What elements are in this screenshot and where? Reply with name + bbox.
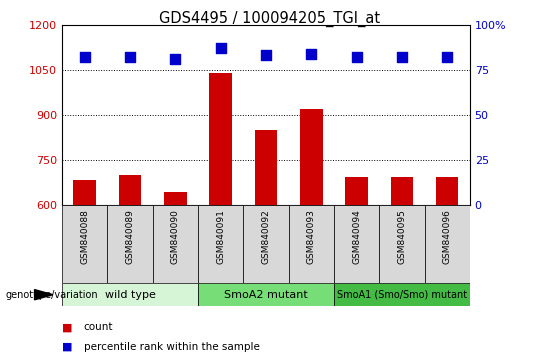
- Point: [126, 55, 134, 60]
- Bar: [107, 205, 153, 283]
- Text: ■: ■: [62, 342, 72, 352]
- Bar: [62, 283, 198, 306]
- Bar: [198, 283, 334, 306]
- Point: [307, 51, 315, 57]
- Text: SmoA2 mutant: SmoA2 mutant: [224, 290, 308, 300]
- Text: SmoA1 (Smo/Smo) mutant: SmoA1 (Smo/Smo) mutant: [337, 290, 467, 300]
- Text: GSM840095: GSM840095: [397, 209, 406, 264]
- Bar: [164, 192, 187, 205]
- Point: [397, 55, 406, 60]
- Text: GSM840094: GSM840094: [352, 209, 361, 264]
- Bar: [210, 73, 232, 205]
- Bar: [300, 109, 322, 205]
- Bar: [334, 205, 379, 283]
- Bar: [198, 205, 244, 283]
- Text: genotype/variation: genotype/variation: [5, 290, 98, 300]
- Bar: [288, 205, 334, 283]
- Bar: [255, 130, 277, 205]
- Text: GSM840090: GSM840090: [171, 209, 180, 264]
- Point: [261, 53, 270, 58]
- Bar: [119, 175, 141, 205]
- Text: GSM840093: GSM840093: [307, 209, 316, 264]
- Text: GSM840092: GSM840092: [261, 209, 271, 264]
- Bar: [334, 283, 470, 306]
- Text: ■: ■: [62, 322, 72, 332]
- Bar: [390, 177, 413, 205]
- Bar: [424, 205, 470, 283]
- Bar: [73, 180, 96, 205]
- Point: [217, 45, 225, 51]
- Text: count: count: [84, 322, 113, 332]
- Text: wild type: wild type: [105, 290, 156, 300]
- Bar: [345, 177, 368, 205]
- Text: GDS4495 / 100094205_TGI_at: GDS4495 / 100094205_TGI_at: [159, 11, 381, 27]
- Text: percentile rank within the sample: percentile rank within the sample: [84, 342, 260, 352]
- Bar: [153, 205, 198, 283]
- Point: [352, 55, 361, 60]
- Bar: [379, 205, 424, 283]
- Point: [443, 55, 451, 60]
- Text: GSM840088: GSM840088: [80, 209, 89, 264]
- Bar: [244, 205, 288, 283]
- Bar: [436, 177, 458, 205]
- Text: GSM840091: GSM840091: [216, 209, 225, 264]
- Point: [171, 56, 180, 62]
- Text: GSM840089: GSM840089: [126, 209, 134, 264]
- Point: [80, 55, 89, 60]
- Bar: [62, 205, 107, 283]
- Text: GSM840096: GSM840096: [443, 209, 451, 264]
- Polygon shape: [35, 290, 53, 300]
